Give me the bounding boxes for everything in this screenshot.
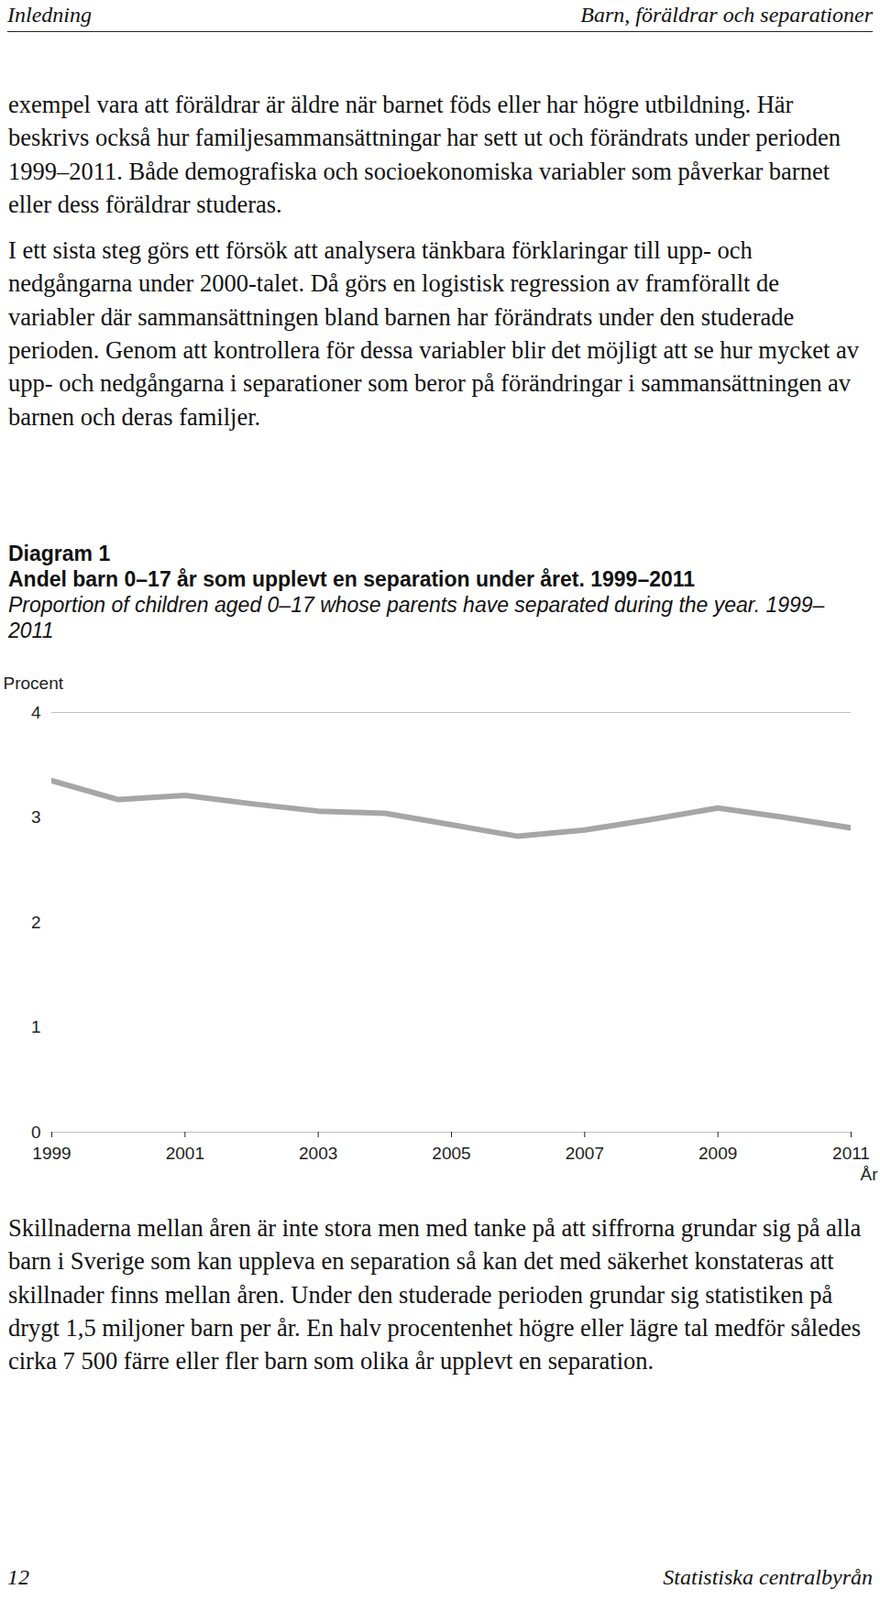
html-text:Proportion of children aged 0–: Proportion of children aged 0–17 whose p… — [8, 593, 825, 643]
svg-text:1999: 1999 — [32, 1144, 71, 1164]
svg-text:2003: 2003 — [298, 1144, 338, 1164]
html-text:Diagram 1: Diagram 1 — [8, 541, 111, 566]
html-text:Inledning: Inledning — [7, 2, 92, 27]
svg-text:2009: 2009 — [698, 1144, 737, 1164]
svg-text:4: 4 — [31, 703, 42, 723]
svg-text:Procent: Procent — [3, 673, 65, 693]
html-text:12: 12 — [7, 1565, 30, 1590]
svg-text:2: 2 — [31, 913, 42, 933]
html-text:Statistiska centralbyrån: Statistiska centralbyrån — [663, 1565, 873, 1590]
html-text:exempel vara att föräldrar är: exempel vara att föräldrar är äldre när … — [8, 90, 841, 219]
svg-text:2005: 2005 — [431, 1144, 471, 1164]
svg-text:3: 3 — [31, 807, 42, 827]
html-text:Barn, föräldrar och separation: Barn, föräldrar och separationer — [580, 2, 873, 27]
svg-text:2007: 2007 — [565, 1144, 605, 1164]
svg-text:2001: 2001 — [165, 1144, 205, 1164]
html-text:I ett sista steg görs ett förs: I ett sista steg görs ett försök att ana… — [8, 236, 859, 431]
html-text:Skillnaderna mellan åren är in: Skillnaderna mellan åren är inte stora m… — [8, 1214, 862, 1376]
svg-text:1: 1 — [31, 1017, 42, 1037]
svg-text:2011: 2011 — [832, 1144, 870, 1164]
html-text:Andel barn 0–17 år som upplevt: Andel barn 0–17 år som upplevt en separa… — [8, 567, 695, 592]
svg-text:0: 0 — [31, 1122, 42, 1143]
svg-text:År: År — [860, 1165, 880, 1185]
